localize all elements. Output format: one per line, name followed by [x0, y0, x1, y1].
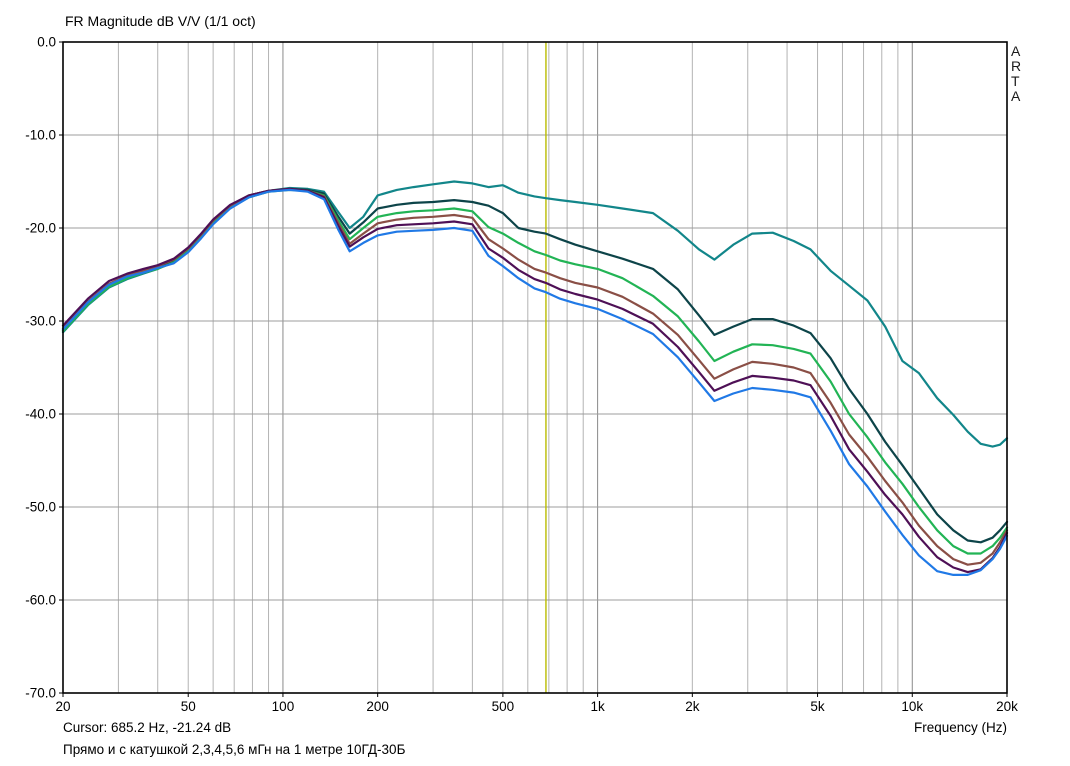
x-tick-label: 20k	[996, 699, 1018, 714]
y-tick-label: 0.0	[37, 35, 56, 50]
fr-curve-0	[61, 180, 1009, 448]
x-tick-label: 50	[181, 699, 196, 714]
measurement-caption: Прямо и с катушкой 2,3,4,5,6 мГн на 1 ме…	[63, 742, 406, 757]
chart-title: FR Magnitude dB V/V (1/1 oct)	[65, 13, 256, 29]
x-tick-label: 1k	[590, 699, 605, 714]
y-tick-label: -30.0	[25, 314, 56, 329]
x-tick-label: 2k	[685, 699, 700, 714]
y-tick-label: -20.0	[25, 221, 56, 236]
fr-curve-4	[61, 187, 1009, 574]
fr-curve-3	[61, 187, 1009, 566]
y-tick-label: -70.0	[25, 686, 56, 701]
plot-frame	[62, 41, 1008, 694]
frequency-axis-label: Frequency (Hz)	[913, 720, 1007, 735]
fr-curve-1	[61, 187, 1009, 544]
y-tick-label: -50.0	[25, 500, 56, 515]
x-tick-label: 200	[366, 699, 389, 714]
x-tick-label: 5k	[810, 699, 825, 714]
x-tick-label: 20	[55, 699, 70, 714]
x-tick-label: 100	[272, 699, 295, 714]
cursor-readout: Cursor: 685.2 Hz, -21.24 dB	[63, 720, 232, 735]
fr-curve-2	[61, 188, 1009, 555]
arta-brand-label: ARTA	[1011, 43, 1022, 104]
y-tick-label: -40.0	[25, 407, 56, 422]
x-tick-label: 10k	[901, 699, 923, 714]
y-tick-label: -10.0	[25, 128, 56, 143]
x-tick-label: 500	[492, 699, 515, 714]
fr-curve-5	[61, 188, 1009, 577]
y-tick-label: -60.0	[25, 593, 56, 608]
